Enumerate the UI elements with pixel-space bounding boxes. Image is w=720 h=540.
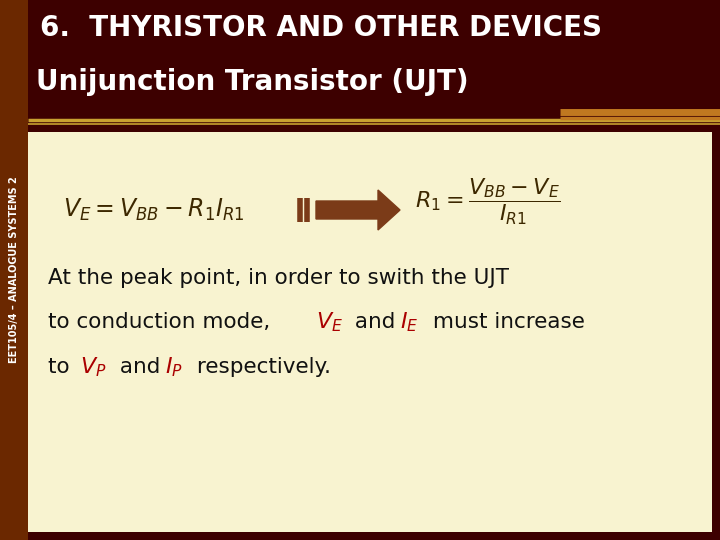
Text: and: and <box>113 357 167 377</box>
Text: $V_E$: $V_E$ <box>316 310 343 334</box>
Text: $I_P$: $I_P$ <box>165 355 183 379</box>
Text: and: and <box>348 312 402 332</box>
Text: EET105/4 – ANALOGUE SYSTEMS 2: EET105/4 – ANALOGUE SYSTEMS 2 <box>9 177 19 363</box>
Text: to conduction mode,: to conduction mode, <box>48 312 274 332</box>
Text: 6.  THYRISTOR AND OTHER DEVICES: 6. THYRISTOR AND OTHER DEVICES <box>40 14 602 42</box>
Text: to: to <box>48 357 74 377</box>
Text: respectively.: respectively. <box>190 357 331 377</box>
FancyBboxPatch shape <box>0 0 28 540</box>
Text: $R_1 = \dfrac{V_{BB} - V_E}{I_{R1}}$: $R_1 = \dfrac{V_{BB} - V_E}{I_{R1}}$ <box>415 177 560 227</box>
Text: At the peak point, in order to swith the UJT: At the peak point, in order to swith the… <box>48 268 509 288</box>
Polygon shape <box>316 190 400 230</box>
Text: $V_P$: $V_P$ <box>80 355 107 379</box>
FancyBboxPatch shape <box>28 0 720 130</box>
Text: Unijunction Transistor (UJT): Unijunction Transistor (UJT) <box>36 68 469 96</box>
Text: $V_E = V_{BB} - R_1 I_{R1}$: $V_E = V_{BB} - R_1 I_{R1}$ <box>63 197 245 223</box>
Text: must increase: must increase <box>426 312 585 332</box>
Text: $I_E$: $I_E$ <box>400 310 418 334</box>
FancyBboxPatch shape <box>28 132 712 532</box>
